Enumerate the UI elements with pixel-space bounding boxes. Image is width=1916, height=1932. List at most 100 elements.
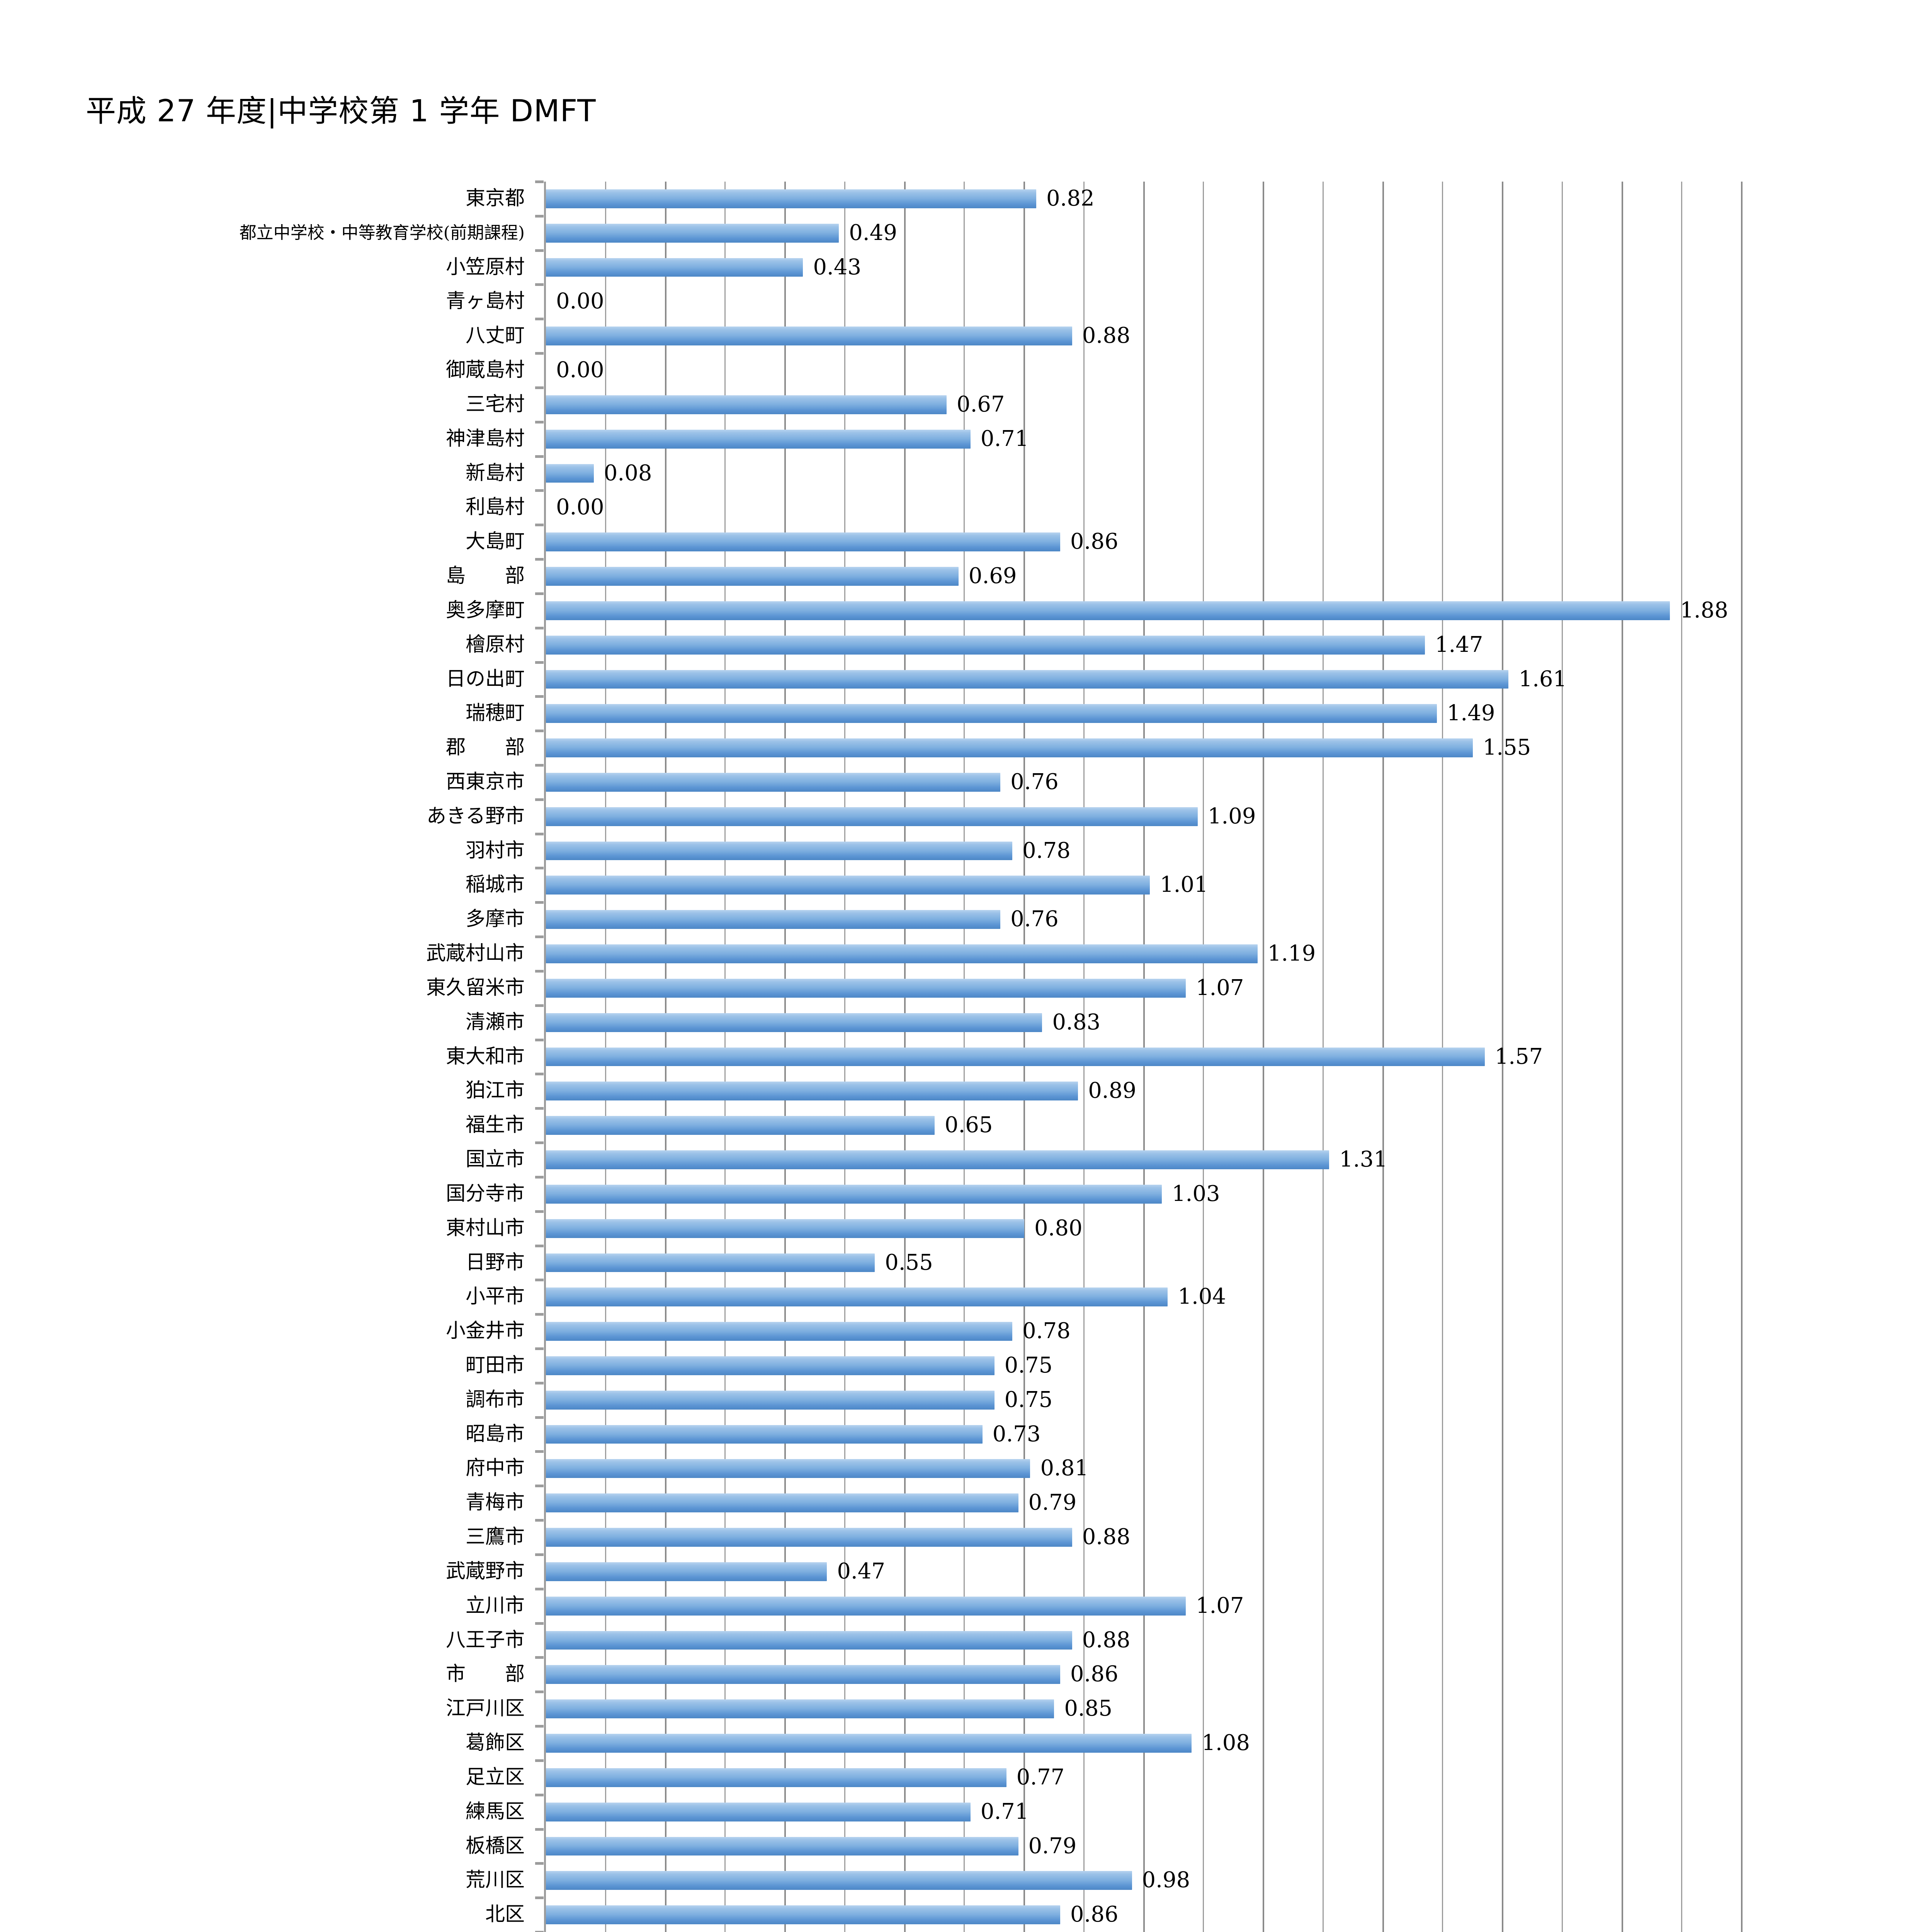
bar[interactable] <box>546 223 839 243</box>
category-label: 大島町 <box>465 530 525 553</box>
bar[interactable] <box>546 704 1437 723</box>
category-tick <box>535 1073 544 1076</box>
bar[interactable] <box>546 1665 1060 1684</box>
category-tick <box>535 798 544 801</box>
category-tick <box>535 420 544 423</box>
bar[interactable] <box>546 1837 1018 1856</box>
bar-row: 0.80 <box>546 1211 1742 1246</box>
bar[interactable] <box>546 772 1001 792</box>
bar[interactable] <box>546 1322 1013 1341</box>
category-label: あきる野市 <box>427 804 525 828</box>
bar[interactable] <box>546 1013 1042 1032</box>
plot-area: 0.82 0.49 0.43 0.00 0.88 0.00 0.67 0.71 0.08 0.00… <box>544 182 1743 1932</box>
bar[interactable] <box>546 464 594 483</box>
bar[interactable] <box>546 1253 875 1272</box>
bar[interactable] <box>546 1596 1186 1616</box>
bar[interactable] <box>546 1184 1162 1204</box>
bar[interactable] <box>546 1562 827 1581</box>
bar[interactable] <box>546 1047 1485 1066</box>
category-label: 小笠原村 <box>445 255 525 279</box>
bar[interactable] <box>546 258 803 277</box>
bar[interactable] <box>546 1528 1072 1547</box>
bar-value-label: 1.04 <box>1178 1284 1226 1310</box>
bar[interactable] <box>546 670 1509 689</box>
bar-row: 1.47 <box>546 628 1742 662</box>
bar[interactable] <box>546 1459 1030 1478</box>
bar-value-label: 0.49 <box>849 220 897 245</box>
bar-value-label: 0.85 <box>1064 1696 1113 1721</box>
bar[interactable] <box>546 1631 1072 1650</box>
bar-value-label: 1.55 <box>1482 735 1531 760</box>
gridline-minor <box>1561 182 1563 1932</box>
bar[interactable] <box>546 395 947 414</box>
gridline-major <box>1621 182 1623 1932</box>
category-tick <box>535 489 544 492</box>
bar[interactable] <box>546 189 1036 208</box>
category-label: 稲城市 <box>465 873 525 896</box>
category-tick <box>535 764 544 767</box>
bar[interactable] <box>546 944 1258 963</box>
bar[interactable] <box>546 1734 1192 1753</box>
bar-row: 0.55 <box>546 1246 1742 1280</box>
bar[interactable] <box>546 1905 1060 1924</box>
category-label: 東村山市 <box>445 1216 525 1240</box>
category-label: 国分寺市 <box>445 1182 525 1205</box>
bar-row: 0.86 <box>546 1898 1742 1932</box>
bar[interactable] <box>546 1699 1054 1719</box>
category-tick <box>535 1690 544 1694</box>
bar[interactable] <box>546 1493 1018 1513</box>
bar[interactable] <box>546 978 1186 998</box>
bar-value-label: 1.07 <box>1195 1593 1244 1618</box>
category-label: 葛飾区 <box>465 1731 525 1755</box>
bar[interactable] <box>546 1219 1024 1238</box>
gridline-major <box>1741 182 1743 1932</box>
bar-value-label: 1.47 <box>1435 632 1483 657</box>
bar[interactable] <box>546 429 971 449</box>
category-label: 東大和市 <box>445 1045 525 1068</box>
bar-value-label: 0.65 <box>944 1112 993 1138</box>
bar[interactable] <box>546 1871 1132 1890</box>
bar[interactable] <box>546 635 1425 655</box>
bar-row: 0.78 <box>546 834 1742 868</box>
category-tick <box>535 1210 544 1213</box>
bar-row: 0.69 <box>546 559 1742 594</box>
bar[interactable] <box>546 738 1473 757</box>
category-tick <box>535 661 544 664</box>
bar-value-label: 0.88 <box>1082 1524 1131 1550</box>
bar-row: 0.43 <box>546 250 1742 285</box>
bar-row: 0.82 <box>546 182 1742 216</box>
category-label: 檜原村 <box>465 633 525 656</box>
bar[interactable] <box>546 1082 1078 1101</box>
bar[interactable] <box>546 1356 995 1375</box>
bar-value-label: 0.00 <box>556 495 604 520</box>
category-tick <box>535 386 544 389</box>
category-tick <box>535 1896 544 1900</box>
bar[interactable] <box>546 807 1198 826</box>
category-label: 羽村市 <box>465 839 525 862</box>
category-tick <box>535 1244 544 1247</box>
bar[interactable] <box>546 1768 1006 1787</box>
bar-row: 0.88 <box>546 1623 1742 1658</box>
bar[interactable] <box>546 876 1150 895</box>
bar[interactable] <box>546 1150 1329 1169</box>
bar-value-label: 1.09 <box>1207 803 1256 829</box>
bar[interactable] <box>546 567 959 586</box>
bar[interactable] <box>546 1287 1168 1307</box>
bar[interactable] <box>546 1116 935 1135</box>
category-label: 奥多摩町 <box>445 599 525 622</box>
bar-value-label: 0.86 <box>1070 529 1119 554</box>
bar-value-label: 0.43 <box>813 254 862 280</box>
bar-value-label: 1.49 <box>1447 701 1495 726</box>
bar-row: 0.88 <box>546 319 1742 353</box>
page-title: 平成 27 年度|中学校第 1 学年 DMFT <box>86 94 596 129</box>
bar[interactable] <box>546 532 1060 552</box>
bar[interactable] <box>546 1802 971 1821</box>
bar[interactable] <box>546 1390 995 1410</box>
category-label: 東京都 <box>465 187 525 210</box>
bar[interactable] <box>546 601 1670 620</box>
bar[interactable] <box>546 910 1001 929</box>
bar-value-label: 0.86 <box>1070 1662 1119 1687</box>
bar[interactable] <box>546 841 1013 861</box>
bar[interactable] <box>546 327 1072 346</box>
bar[interactable] <box>546 1425 983 1444</box>
